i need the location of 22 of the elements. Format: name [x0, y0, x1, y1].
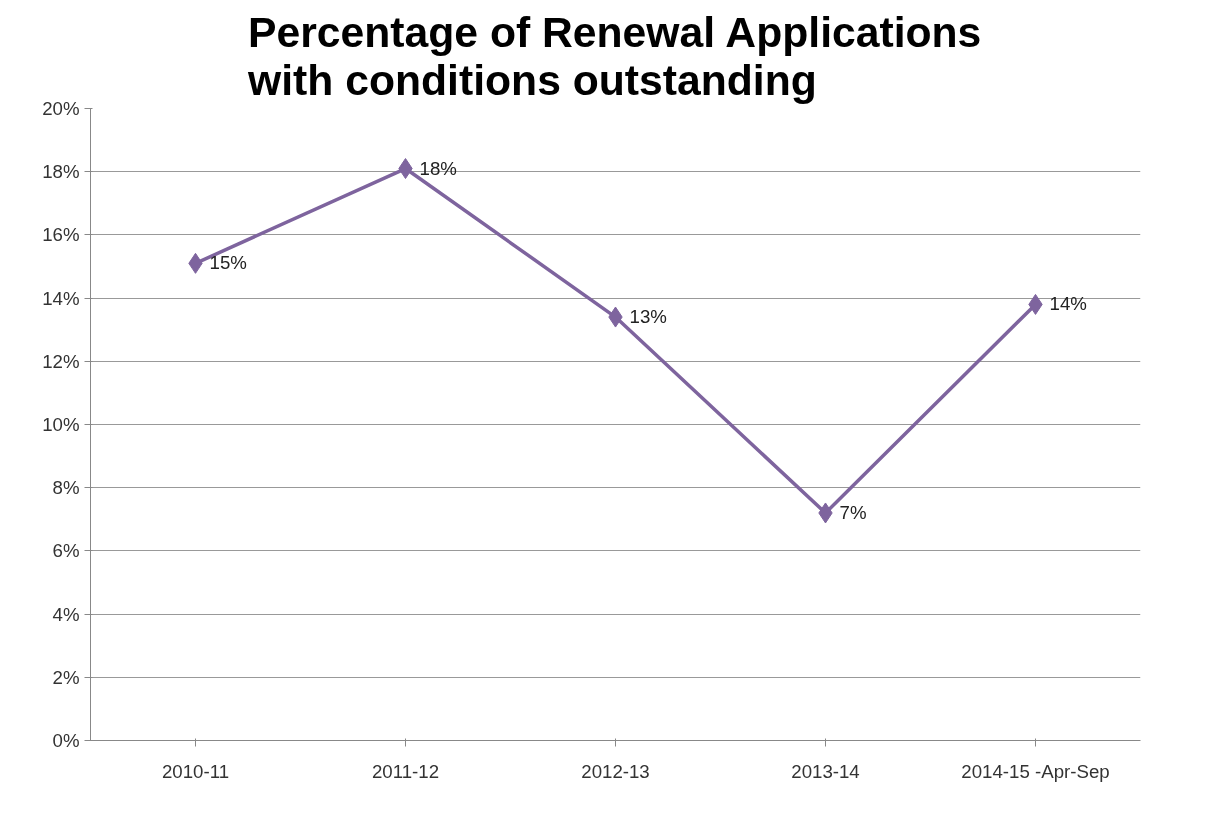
y-tick-label: 18% [42, 161, 80, 183]
x-tick-label: 2012-13 [581, 760, 650, 782]
y-tick-label: 14% [42, 287, 80, 309]
x-tick-label: 2010-11 [161, 760, 230, 782]
y-tick-label: 20% [42, 98, 80, 119]
chart-title: Percentage of Renewal Applications with conditions outstanding [247, 7, 982, 104]
y-tick-label: 10% [42, 414, 80, 435]
data-label: 15% [209, 252, 247, 274]
y-tick-label: 2% [52, 666, 80, 688]
x-tick-label: 2014-15 -Apr-Sep [961, 760, 1110, 782]
data-label: 13% [629, 306, 667, 328]
y-tick-label: 0% [52, 730, 80, 751]
y-tick-label: 16% [42, 224, 80, 246]
x-tick-label: 2011-12 [371, 760, 440, 782]
x-tick-label: 2013-14 [791, 760, 860, 782]
data-label: 7% [839, 501, 867, 523]
y-tick-label: 8% [52, 477, 80, 499]
y-tick-label: 12% [42, 350, 80, 372]
data-label: 14% [1049, 293, 1087, 315]
y-tick-label: 4% [52, 603, 80, 625]
data-label: 18% [419, 157, 457, 179]
y-tick-label: 6% [52, 540, 80, 562]
